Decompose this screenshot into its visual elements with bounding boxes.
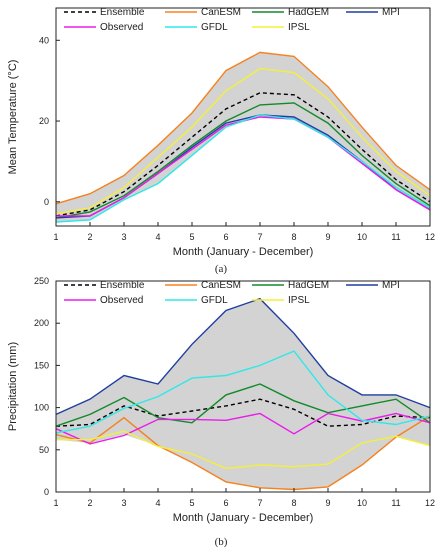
x-tick-label: 9 bbox=[325, 232, 330, 242]
x-tick-label: 7 bbox=[257, 232, 262, 242]
y-tick-label: 0 bbox=[44, 487, 49, 497]
legend-label-hadgem: HadGEM bbox=[288, 7, 329, 18]
panel-a-caption: (a) bbox=[215, 263, 228, 275]
x-tick-label: 1 bbox=[53, 232, 58, 242]
series-line-observed bbox=[55, 412, 431, 445]
series-line-ensemble bbox=[55, 92, 431, 217]
x-tick-label: 6 bbox=[223, 498, 228, 508]
y-tick-label: 40 bbox=[39, 35, 49, 45]
y-tick-label: 0 bbox=[44, 197, 49, 207]
y-tick-label: 50 bbox=[39, 445, 49, 455]
x-tick-label: 10 bbox=[357, 232, 367, 242]
y-tick-label: 250 bbox=[34, 276, 49, 286]
legend-label-ipsl: IPSL bbox=[288, 295, 310, 306]
x-axis-label: Month (January - December) bbox=[173, 246, 314, 258]
legend-label-canesm: CanESM bbox=[201, 7, 241, 18]
legend-label-gfdl: GFDL bbox=[201, 22, 228, 33]
series-line-mpi bbox=[55, 297, 431, 416]
legend-label-mpi: MPI bbox=[382, 280, 400, 291]
series-line-gfdl bbox=[55, 350, 431, 434]
x-tick-label: 4 bbox=[155, 232, 160, 242]
legend-label-canesm: CanESM bbox=[201, 280, 241, 291]
legend-label-ipsl: IPSL bbox=[288, 22, 310, 33]
series-line-canesm bbox=[55, 51, 431, 205]
x-tick-label: 3 bbox=[121, 498, 126, 508]
y-axis-label: Precipitation (mm) bbox=[7, 342, 19, 431]
legend-label-gfdl: GFDL bbox=[201, 295, 228, 306]
series-line-hadgem bbox=[55, 102, 431, 219]
series-line-canesm bbox=[55, 415, 431, 491]
series-line-gfdl bbox=[55, 114, 431, 223]
y-tick-label: 150 bbox=[34, 360, 49, 370]
series-line-hadgem bbox=[55, 383, 431, 427]
x-tick-label: 2 bbox=[87, 232, 92, 242]
x-tick-label: 7 bbox=[257, 498, 262, 508]
x-tick-label: 9 bbox=[325, 498, 330, 508]
x-tick-label: 6 bbox=[223, 232, 228, 242]
x-tick-label: 12 bbox=[425, 498, 435, 508]
x-tick-label: 3 bbox=[121, 232, 126, 242]
y-axis-label: Mean Temperature (°C) bbox=[7, 60, 19, 175]
legend-label-hadgem: HadGEM bbox=[288, 280, 329, 291]
x-tick-label: 1 bbox=[53, 498, 58, 508]
plot-frame bbox=[55, 7, 431, 227]
legend-label-observed: Observed bbox=[100, 295, 143, 306]
x-tick-label: 10 bbox=[357, 498, 367, 508]
x-tick-label: 12 bbox=[425, 232, 435, 242]
x-tick-label: 8 bbox=[291, 498, 296, 508]
x-tick-label: 11 bbox=[391, 232, 400, 242]
x-tick-label: 5 bbox=[189, 232, 194, 242]
x-tick-label: 5 bbox=[189, 498, 194, 508]
y-tick-label: 200 bbox=[34, 318, 49, 328]
y-tick-label: 100 bbox=[34, 403, 49, 413]
series-line-ensemble bbox=[55, 398, 431, 427]
x-tick-label: 11 bbox=[391, 498, 400, 508]
x-tick-label: 8 bbox=[291, 232, 296, 242]
legend-label-ensemble: Ensemble bbox=[100, 7, 145, 18]
y-tick-label: 20 bbox=[39, 116, 49, 126]
x-tick-label: 2 bbox=[87, 498, 92, 508]
series-line-ipsl bbox=[55, 67, 431, 215]
x-axis-label: Month (January - December) bbox=[173, 512, 314, 524]
series-line-ipsl bbox=[56, 430, 431, 470]
plot-frame bbox=[55, 280, 431, 493]
legend-label-mpi: MPI bbox=[382, 7, 400, 18]
range-band bbox=[56, 298, 430, 490]
x-tick-label: 4 bbox=[155, 498, 160, 508]
legend-label-ensemble: Ensemble bbox=[100, 280, 145, 291]
panel-b-caption: (b) bbox=[215, 536, 228, 548]
legend-label-observed: Observed bbox=[100, 22, 143, 33]
